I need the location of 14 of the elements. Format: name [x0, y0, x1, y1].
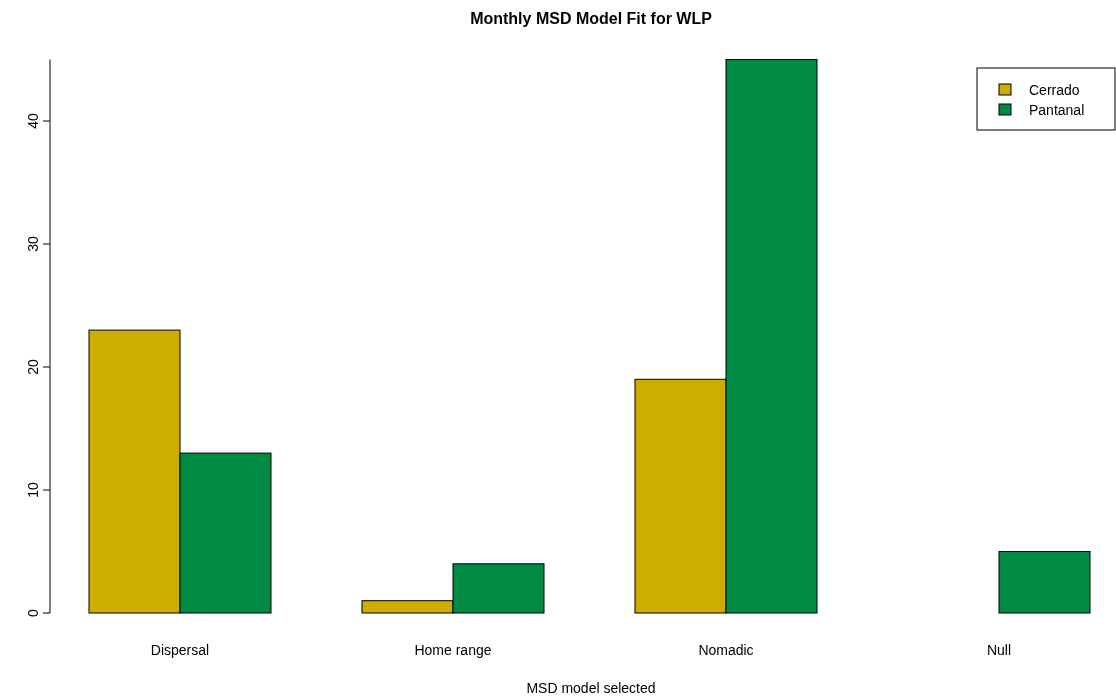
- x-axis-title: MSD model selected: [526, 680, 656, 696]
- y-tick-label: 30: [25, 236, 41, 252]
- bar: [998, 551, 1091, 614]
- legend-label: Pantanal: [1029, 102, 1085, 118]
- chart-title: Monthly MSD Model Fit for WLP: [470, 10, 713, 27]
- x-tick-label: Dispersal: [150, 642, 210, 658]
- y-tick-label: 0: [25, 608, 41, 617]
- x-tick-label: Nomadic: [698, 642, 754, 658]
- y-tick-label: 40: [25, 113, 41, 129]
- y-tick-label: 20: [25, 359, 41, 375]
- x-tick-label: Home range: [414, 642, 492, 658]
- legend-label: Cerrado: [1029, 82, 1080, 98]
- x-tick-label: Null: [986, 642, 1012, 658]
- y-tick-label: 10: [25, 482, 41, 498]
